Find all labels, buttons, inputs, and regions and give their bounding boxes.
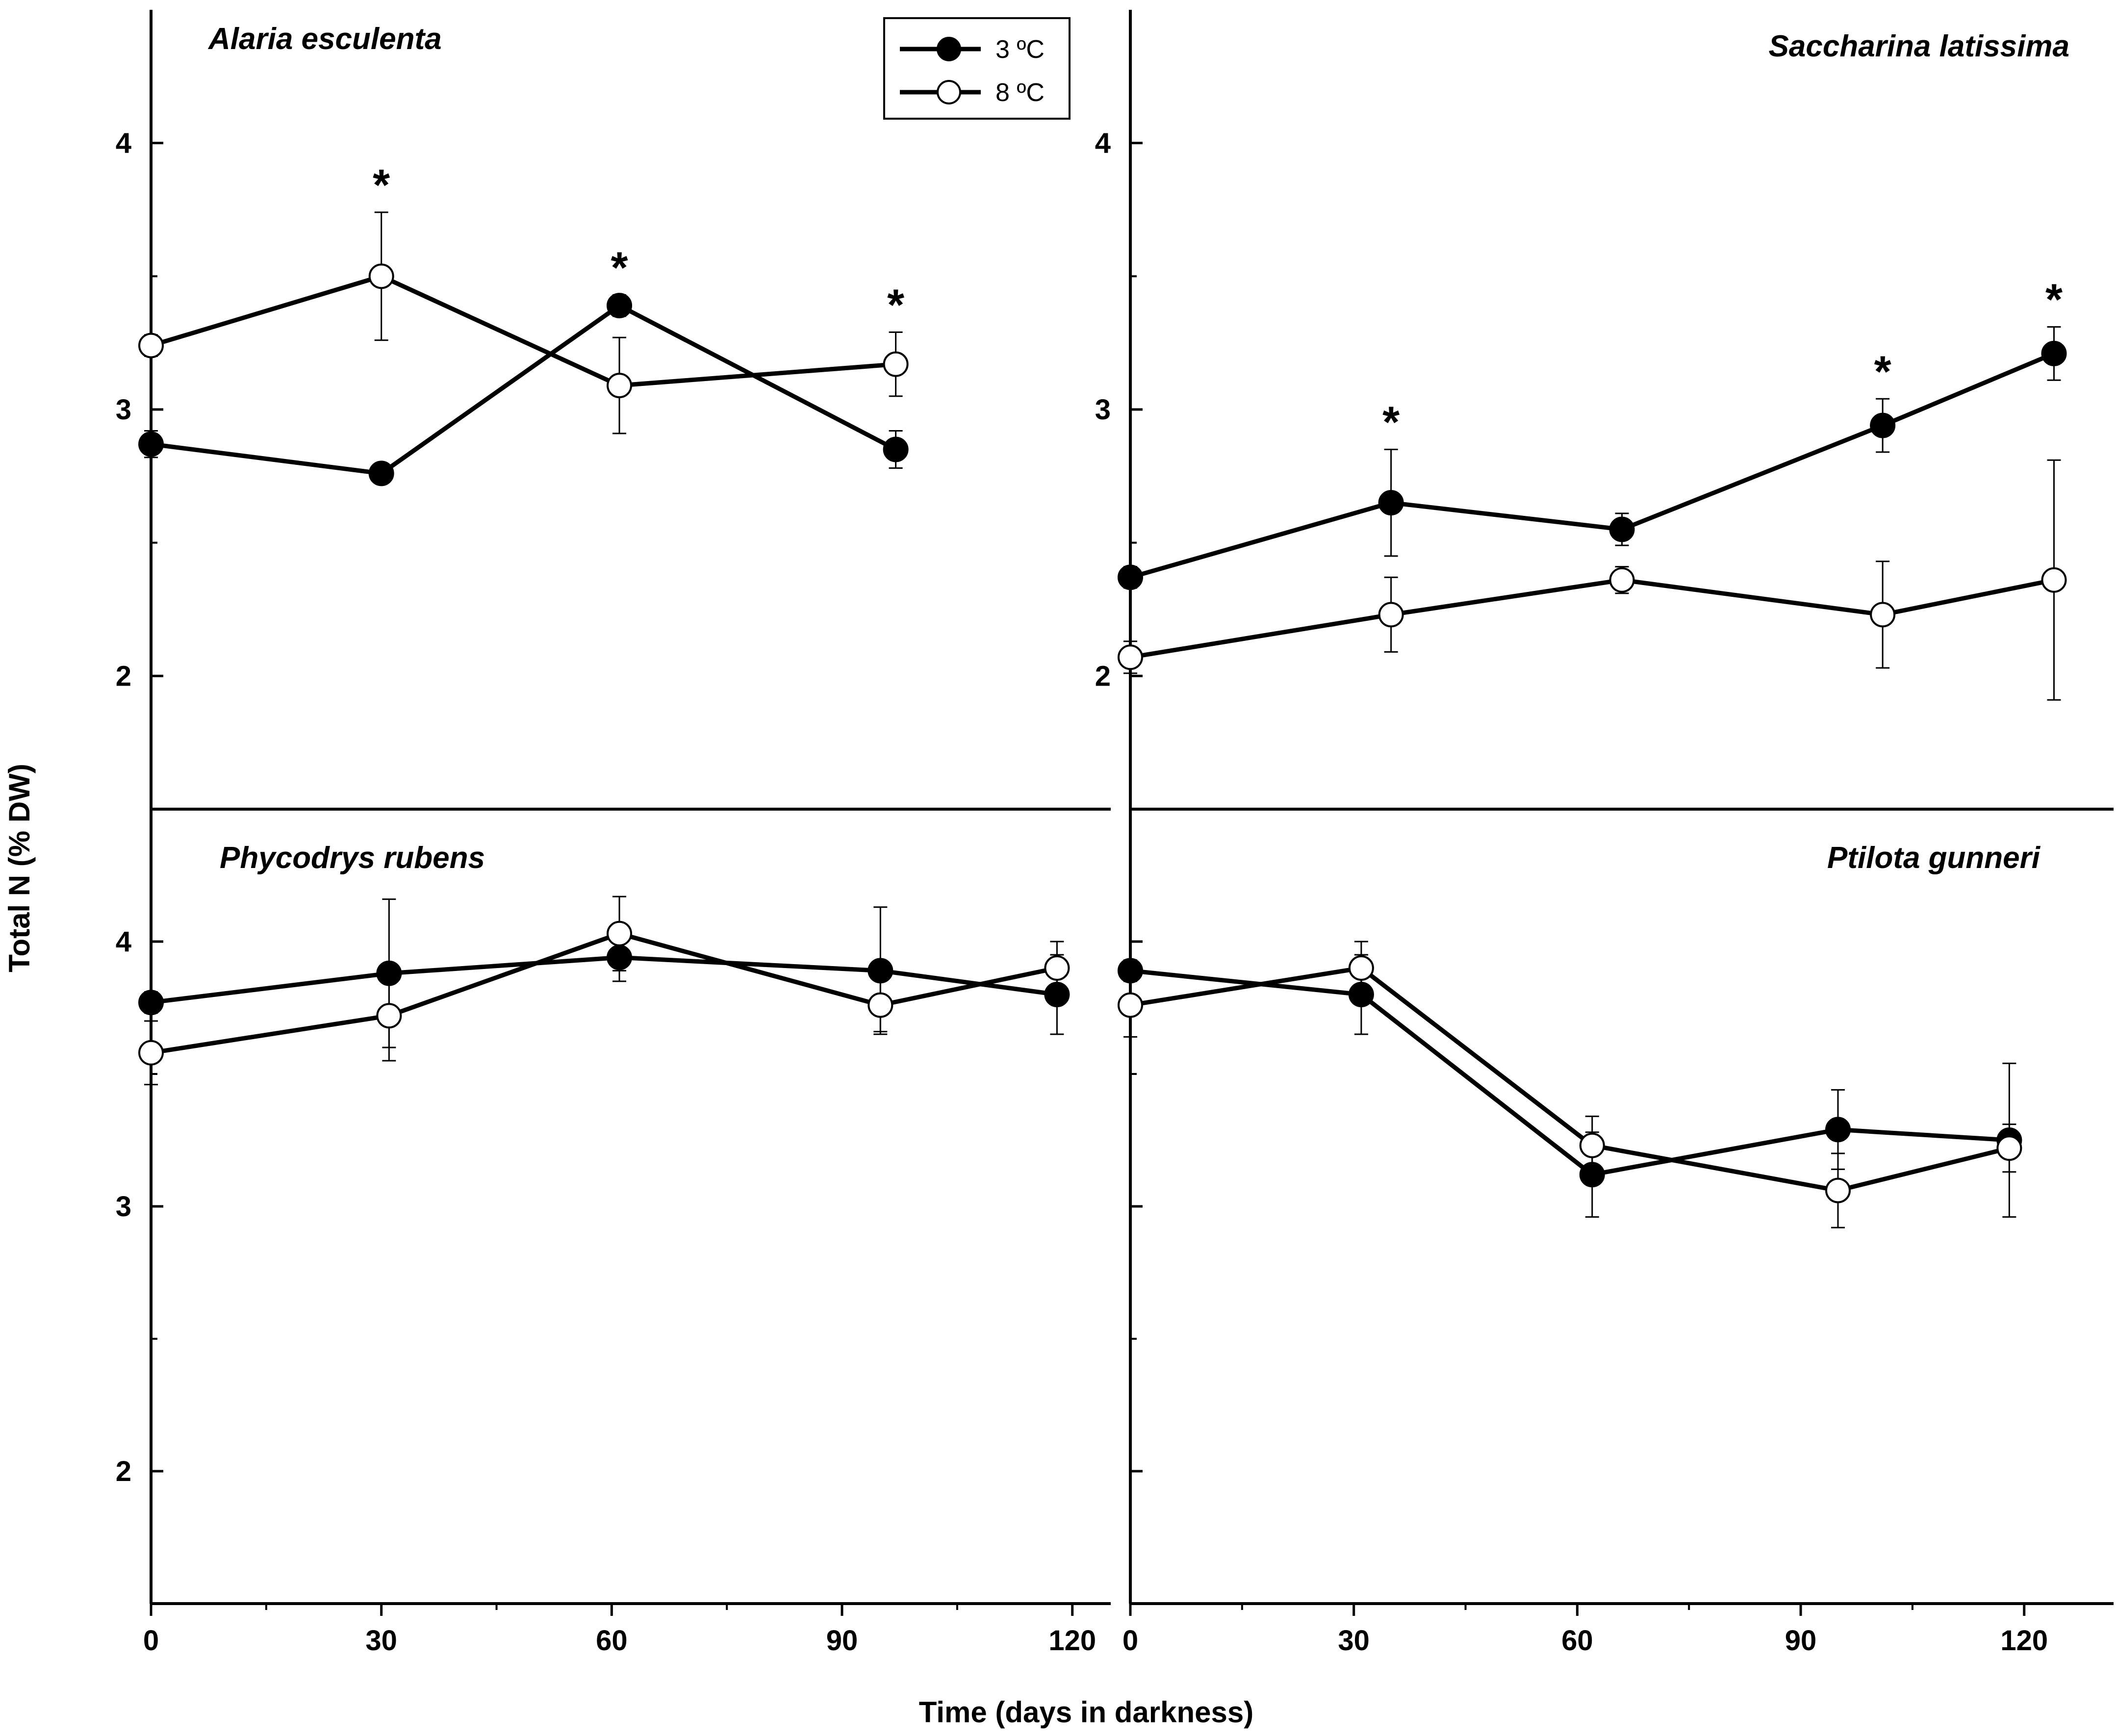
- y-tick-label: 3: [116, 1191, 131, 1223]
- significance-asterisk: *: [1382, 398, 1400, 447]
- series-3c: [138, 293, 909, 486]
- y-tick-label: 3: [116, 394, 131, 426]
- data-point: [1609, 567, 1635, 593]
- data-point: [138, 332, 164, 358]
- series-line: [1129, 351, 2055, 580]
- series-line: [150, 274, 896, 388]
- panel-title: Phycodrys rubens: [220, 841, 485, 875]
- data-point: [1118, 992, 1143, 1018]
- data-point: [138, 431, 164, 457]
- y-tick-label: 4: [116, 128, 131, 159]
- data-point: [1825, 1177, 1851, 1203]
- series-line: [151, 303, 897, 476]
- data-point: [1870, 602, 1896, 628]
- data-point: [1044, 955, 1070, 981]
- legend-box: [883, 17, 1071, 120]
- data-point: [1118, 644, 1143, 670]
- series-line: [151, 931, 1058, 1055]
- legend: 3 ºC 8 ºC: [883, 17, 1071, 120]
- data-point: [1348, 955, 1374, 981]
- y-tick-label: 4: [1095, 128, 1111, 159]
- significance-asterisk: *: [611, 243, 628, 292]
- data-point: [1118, 564, 1143, 590]
- x-tick-label: 0: [143, 1625, 159, 1657]
- data-point: [1870, 412, 1896, 438]
- series-3c: [138, 898, 1070, 1048]
- significance-asterisk: *: [2045, 276, 2063, 325]
- series-line: [1130, 578, 2055, 660]
- data-point: [1378, 490, 1404, 516]
- series-8c: [1118, 459, 2067, 701]
- data-point: [867, 992, 893, 1018]
- y-tick-label: 2: [1095, 660, 1111, 692]
- data-point: [1996, 1135, 2022, 1161]
- x-tick-label: 90: [1785, 1625, 1817, 1657]
- x-tick-label: 30: [365, 1625, 397, 1657]
- x-axis-title: Time (days in darkness): [919, 1696, 1254, 1729]
- data-point: [376, 1003, 402, 1029]
- series-8c: [1118, 941, 2022, 1228]
- y-tick-label: 2: [116, 1455, 131, 1487]
- legend-marker-3c: [937, 37, 961, 61]
- significance-asterisk: *: [1874, 347, 1891, 396]
- data-point: [138, 990, 164, 1016]
- data-point: [2041, 567, 2067, 593]
- data-point: [138, 1040, 164, 1066]
- series-3c: [1118, 326, 2067, 590]
- data-point: [883, 436, 909, 462]
- panel-4: 0 30 60 90 120 Ptilota gunneri: [1118, 809, 2114, 1657]
- data-point: [607, 293, 633, 319]
- x-tick-label: 60: [596, 1625, 628, 1657]
- data-point: [1609, 516, 1635, 542]
- x-tick-label: 120: [2000, 1625, 2048, 1657]
- panel-title: Ptilota gunneri: [1827, 841, 2041, 875]
- data-point: [2041, 340, 2067, 366]
- data-point: [368, 263, 394, 289]
- series-8c: [138, 895, 1070, 1086]
- y-axis-title: Total N (% DW): [3, 764, 36, 972]
- panel-title: Saccharina latissima: [1769, 29, 2069, 63]
- legend-label-8c: 8 ºC: [995, 78, 1045, 107]
- x-tick-label: 120: [1048, 1625, 1096, 1657]
- data-point: [883, 351, 909, 377]
- legend-marker-8c: [937, 80, 961, 104]
- y-tick-label: 3: [1095, 394, 1111, 426]
- legend-label-3c: 3 ºC: [995, 35, 1045, 64]
- x-tick-label: 0: [1122, 1625, 1138, 1657]
- panel-title: Alaria esculenta: [207, 22, 442, 56]
- x-tick-label: 60: [1561, 1625, 1593, 1657]
- x-tick-label: 30: [1338, 1625, 1370, 1657]
- y-tick-label: 2: [116, 660, 131, 692]
- data-point: [1825, 1117, 1851, 1143]
- data-point: [607, 373, 633, 399]
- panels-layer: 2 3 4 Alaria esculenta * * * 2 3 4 Saccharina lati…: [116, 10, 2114, 1657]
- panel-1: 2 3 4 Alaria esculenta * * *: [116, 10, 1111, 811]
- panel-3: 2 3 4 0 30 60 90 120 Phycodrys rubens: [116, 809, 1111, 1657]
- series-line: [1130, 968, 2010, 1177]
- significance-asterisk: *: [373, 161, 390, 210]
- data-point: [607, 920, 633, 946]
- series-8c: [138, 211, 909, 434]
- data-point: [1378, 602, 1404, 628]
- x-tick-label: 90: [826, 1625, 858, 1657]
- panel-2: 2 3 4 Saccharina latissima * * *: [1095, 10, 2114, 811]
- data-point: [368, 460, 394, 486]
- data-point: [1579, 1132, 1605, 1158]
- significance-asterisk: *: [887, 281, 904, 330]
- y-tick-label: 4: [116, 926, 131, 958]
